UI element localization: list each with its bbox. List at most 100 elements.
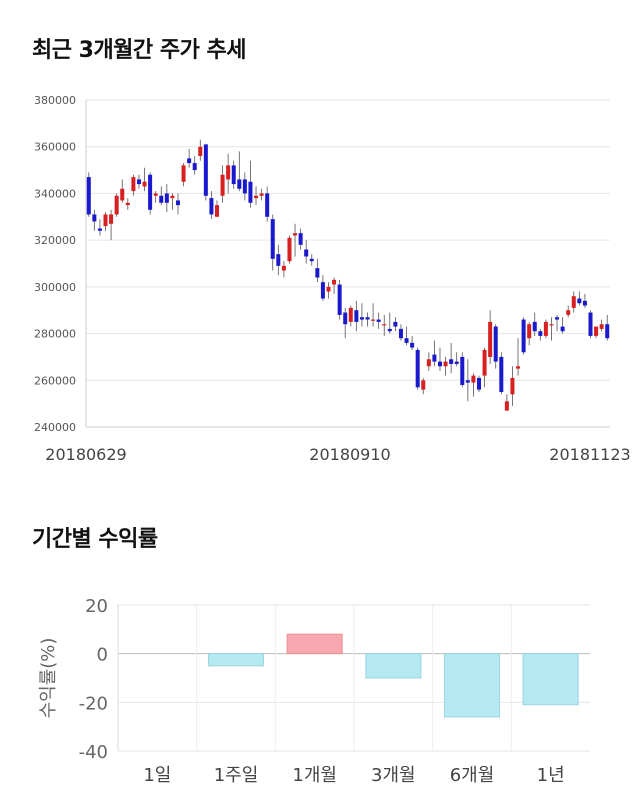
candle-body-up [226, 165, 231, 180]
candle [365, 312, 370, 327]
price-y-tick-label: 260000 [34, 374, 76, 387]
candle-body-up [293, 233, 298, 236]
candle [298, 228, 303, 250]
returns-x-tick-label: 1개월 [292, 765, 337, 786]
candle-body-down [415, 349, 420, 388]
candle-body-down [337, 284, 342, 315]
candle [187, 149, 192, 168]
candle-body-down [582, 300, 587, 306]
candle-body-down [432, 354, 437, 362]
candle [242, 172, 247, 201]
candle-body-up [543, 321, 548, 336]
candle-body-up [287, 237, 292, 262]
candle [203, 144, 208, 201]
candle [354, 300, 359, 332]
candle [131, 174, 136, 196]
candle-body-up [259, 193, 264, 196]
candle-body-down [298, 233, 303, 245]
returns-chart-axes: 20 0 -20 -40 1일 1주일 1개월 3개월 6개월 1년 수익률(%) [38, 596, 565, 786]
candle [516, 338, 521, 376]
returns-bar [365, 653, 422, 679]
candle-body-down [97, 228, 102, 231]
candle-body-down [555, 317, 560, 320]
price-y-tick-label: 380000 [34, 94, 76, 107]
candle [148, 172, 153, 215]
candle [421, 377, 426, 395]
candle [549, 317, 554, 341]
candle-body-down [304, 249, 309, 257]
candle [588, 310, 593, 339]
candle [504, 394, 509, 411]
candle [153, 191, 158, 203]
price-chart-grid [86, 99, 610, 428]
candle [499, 352, 504, 395]
returns-y-tick-label: -40 [79, 742, 108, 763]
candle-body-up [382, 324, 387, 326]
returns-bar [522, 653, 579, 706]
candle [510, 366, 515, 406]
candle [192, 156, 197, 175]
candle-body-up [471, 375, 476, 383]
returns-x-tick-label: 3개월 [371, 765, 416, 786]
price-y-tick-label: 240000 [34, 421, 76, 434]
candle-body-down [521, 319, 526, 353]
candle [454, 352, 459, 367]
candle [398, 324, 403, 341]
candle [605, 314, 610, 341]
candle [214, 200, 220, 217]
candle [532, 312, 537, 336]
candle-body-up [348, 307, 353, 322]
candle-body-down [493, 326, 498, 362]
candle-body-up [125, 202, 130, 206]
candle [449, 342, 454, 374]
candle [209, 191, 214, 220]
candle [582, 293, 587, 308]
candle [276, 244, 281, 276]
returns-y-axis-label: 수익률(%) [38, 638, 59, 719]
candle-body-down [376, 319, 381, 322]
candle [270, 214, 275, 271]
candle-body-up [426, 359, 431, 367]
candle [159, 186, 164, 206]
candle-body-down [265, 193, 270, 217]
candle-body-down [577, 298, 582, 304]
candle [488, 310, 493, 364]
candle-body-down [410, 342, 415, 348]
candle-body-up [326, 286, 331, 292]
candle [555, 314, 560, 332]
returns-chart-grid [118, 604, 590, 752]
candle [437, 347, 442, 371]
candle-body-down [175, 200, 180, 206]
price-trend-title: 최근 3개월간 주가 추세 [32, 38, 246, 63]
candle-body-down [276, 254, 281, 266]
candle [376, 312, 381, 329]
candle [571, 291, 576, 313]
candle-body-up [254, 195, 259, 199]
candle [348, 305, 353, 327]
candle [125, 198, 130, 210]
candle-body-up [371, 319, 376, 321]
returns-bar [286, 633, 343, 655]
candle [248, 160, 253, 208]
candle [226, 153, 231, 194]
candle-body-down [404, 338, 409, 343]
price-x-tick-label: 20181123 [549, 445, 630, 464]
candle [315, 258, 320, 283]
candle [410, 335, 415, 350]
candle [527, 321, 532, 346]
candle [170, 193, 175, 210]
candle-body-down [187, 158, 192, 164]
candle [387, 312, 392, 334]
candle [86, 172, 91, 217]
candle-body-down [393, 321, 398, 327]
candle [220, 165, 225, 203]
returns-y-tick-label: 20 [85, 596, 108, 617]
candle [320, 275, 325, 301]
candle-body-down [309, 258, 314, 262]
candle-body-up [131, 177, 136, 192]
candle-body-down [387, 328, 392, 332]
candle [254, 186, 259, 206]
candle [136, 174, 141, 189]
candle [493, 324, 498, 369]
candle [198, 139, 203, 161]
